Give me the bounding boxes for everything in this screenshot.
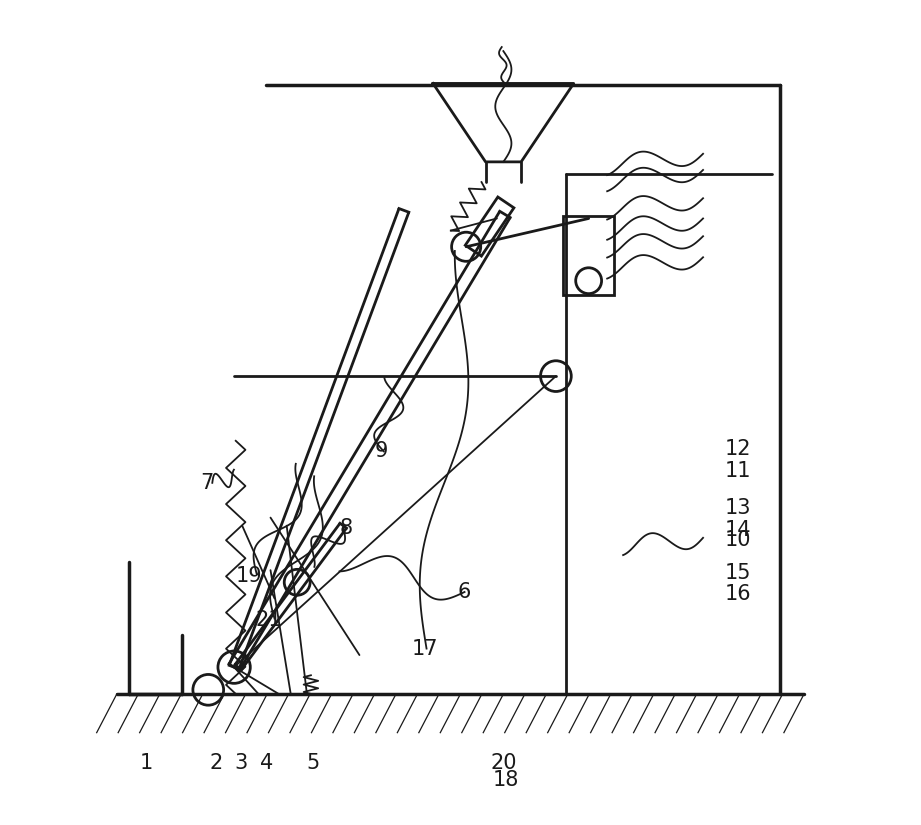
Text: 19: 19 (236, 566, 262, 586)
Text: 13: 13 (725, 498, 751, 518)
Bar (563, 216, 614, 295)
Text: 21: 21 (256, 610, 282, 630)
Text: 16: 16 (725, 583, 752, 604)
Text: 5: 5 (307, 752, 320, 772)
Text: 8: 8 (339, 518, 352, 538)
Text: 1: 1 (140, 752, 154, 772)
Text: 3: 3 (234, 752, 247, 772)
Text: 18: 18 (493, 771, 519, 790)
Text: 12: 12 (725, 439, 751, 459)
Text: 4: 4 (260, 752, 274, 772)
Text: 9: 9 (375, 441, 388, 461)
Text: 11: 11 (725, 460, 751, 481)
Text: 6: 6 (458, 582, 472, 602)
Text: 17: 17 (412, 639, 438, 658)
Text: 2: 2 (210, 752, 223, 772)
Text: 7: 7 (200, 473, 214, 493)
Text: 15: 15 (725, 563, 751, 582)
Text: 14: 14 (725, 520, 751, 540)
Text: 10: 10 (725, 530, 751, 550)
Text: 20: 20 (490, 752, 517, 772)
